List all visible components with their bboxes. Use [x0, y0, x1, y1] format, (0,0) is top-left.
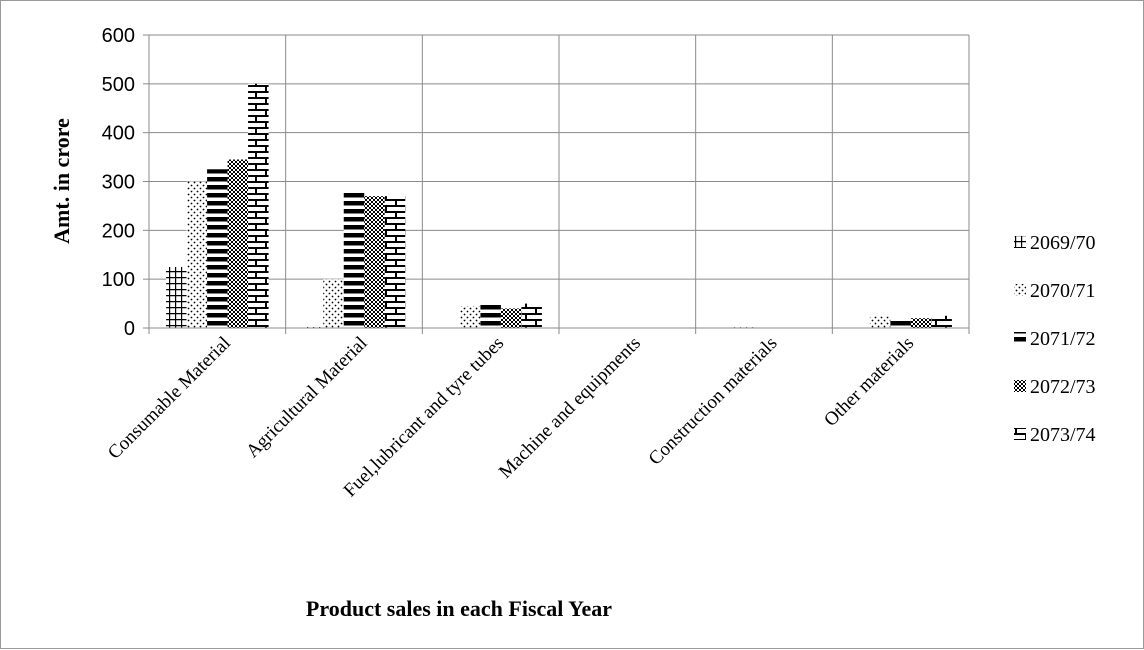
bar-2071-72-0	[207, 169, 228, 328]
legend-swatch-2072-73	[1014, 380, 1026, 392]
x-category-label: Agricultural Material	[242, 333, 371, 462]
legend-swatch-2069-70	[1014, 236, 1026, 248]
y-tick-label: 100	[102, 269, 135, 291]
legend: 2069/70 2070/71 2071/72 2072/73 2073/74	[1014, 232, 1096, 446]
bar-2073-74-2	[521, 303, 542, 328]
x-category-label: Construction materials	[645, 333, 782, 470]
legend-label-2072-73: 2072/73	[1030, 376, 1096, 398]
y-tick-label: 400	[102, 123, 135, 145]
x-category-label: Consumable Material	[104, 333, 235, 464]
y-tick-label: 300	[102, 172, 135, 194]
legend-label-2069-70: 2069/70	[1030, 232, 1096, 254]
bar-2071-72-1	[343, 191, 365, 328]
bar-2072-73-1	[364, 196, 385, 328]
legend-label-2070-71: 2070/71	[1030, 280, 1096, 302]
x-category-label: Fuel,lubricant and tyre tubes	[340, 333, 509, 502]
y-axis-label: Amt. in crore	[49, 118, 74, 244]
bar-2073-74-0	[248, 83, 269, 328]
x-category-label: Machine and equipments	[495, 333, 645, 483]
x-axis-label: Product sales in each Fiscal Year	[306, 596, 612, 621]
y-tick-label: 600	[102, 25, 135, 47]
bars	[166, 83, 952, 328]
bar-2072-73-5	[910, 318, 932, 328]
bar-2070-71-0	[186, 181, 208, 328]
legend-swatch-2070-71	[1014, 284, 1026, 296]
bar-2072-73-2	[500, 308, 522, 328]
bar-2070-71-1	[323, 279, 344, 328]
bar-2071-72-5	[890, 318, 911, 328]
legend-label-2073-74: 2073/74	[1030, 424, 1096, 446]
bar-2071-72-2	[480, 303, 501, 328]
y-tick-label: 0	[124, 318, 135, 340]
bar-2069-70-0	[166, 266, 187, 328]
bar-2070-71-5	[869, 315, 891, 328]
bar-2073-74-1	[384, 196, 406, 328]
legend-swatch-2073-74	[1014, 428, 1026, 440]
bar-2072-73-0	[227, 159, 249, 328]
bar-2073-74-5	[931, 315, 952, 328]
y-tick-label: 200	[102, 220, 135, 242]
grid-lines	[148, 34, 970, 328]
legend-swatch-2071-72	[1014, 332, 1026, 344]
legend-label-2071-72: 2071/72	[1030, 328, 1096, 350]
x-category-label: Other materials	[820, 333, 918, 431]
bar-2070-71-2	[459, 306, 481, 328]
y-tick-label: 500	[102, 74, 135, 96]
